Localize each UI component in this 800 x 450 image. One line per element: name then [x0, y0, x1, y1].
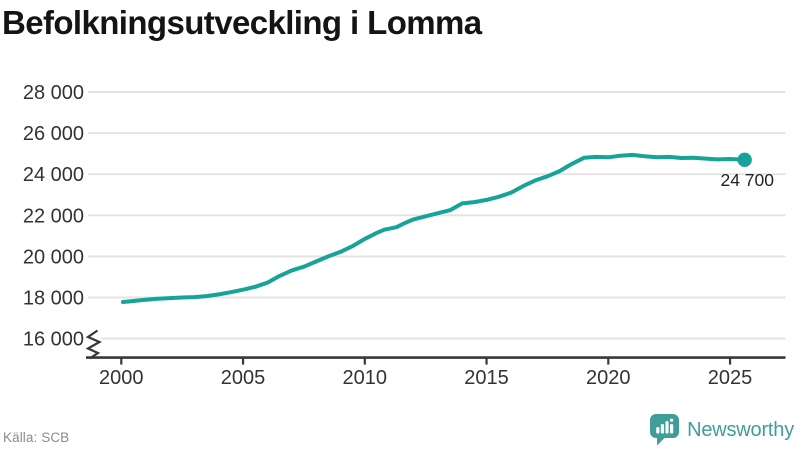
svg-text:24 000: 24 000 [23, 164, 84, 186]
svg-text:2000: 2000 [99, 367, 144, 389]
svg-text:22 000: 22 000 [23, 205, 84, 227]
newsworthy-wordmark: Newsworthy [687, 418, 794, 441]
svg-text:16 000: 16 000 [23, 329, 84, 351]
end-point-marker [737, 152, 752, 168]
y-axis-break [85, 329, 102, 360]
svg-text:26 000: 26 000 [23, 123, 84, 145]
logo-bubble [650, 414, 680, 446]
end-point-label: 24 700 [720, 170, 774, 190]
svg-text:18 000: 18 000 [23, 288, 84, 310]
y-axis-labels: 16 000 18 000 20 000 22 000 24 000 26 000 28 0… [23, 82, 84, 351]
source-label: Källa: SCB [3, 430, 70, 445]
svg-text:2025: 2025 [708, 367, 753, 389]
svg-text:2015: 2015 [464, 367, 509, 389]
newsworthy-logo-icon [650, 414, 680, 446]
population-series-line [121, 152, 747, 304]
svg-text:2005: 2005 [221, 367, 266, 389]
svg-text:28 000: 28 000 [23, 82, 84, 104]
newsworthy-brand: Newsworthy [650, 414, 794, 446]
svg-text:2020: 2020 [586, 367, 631, 389]
svg-text:2010: 2010 [343, 367, 388, 389]
chart-title: Befolkningsutveckling i Lomma [2, 4, 482, 41]
x-axis: 2000 2005 2010 2015 2020 2025 [86, 356, 786, 389]
svg-text:20 000: 20 000 [23, 246, 84, 268]
